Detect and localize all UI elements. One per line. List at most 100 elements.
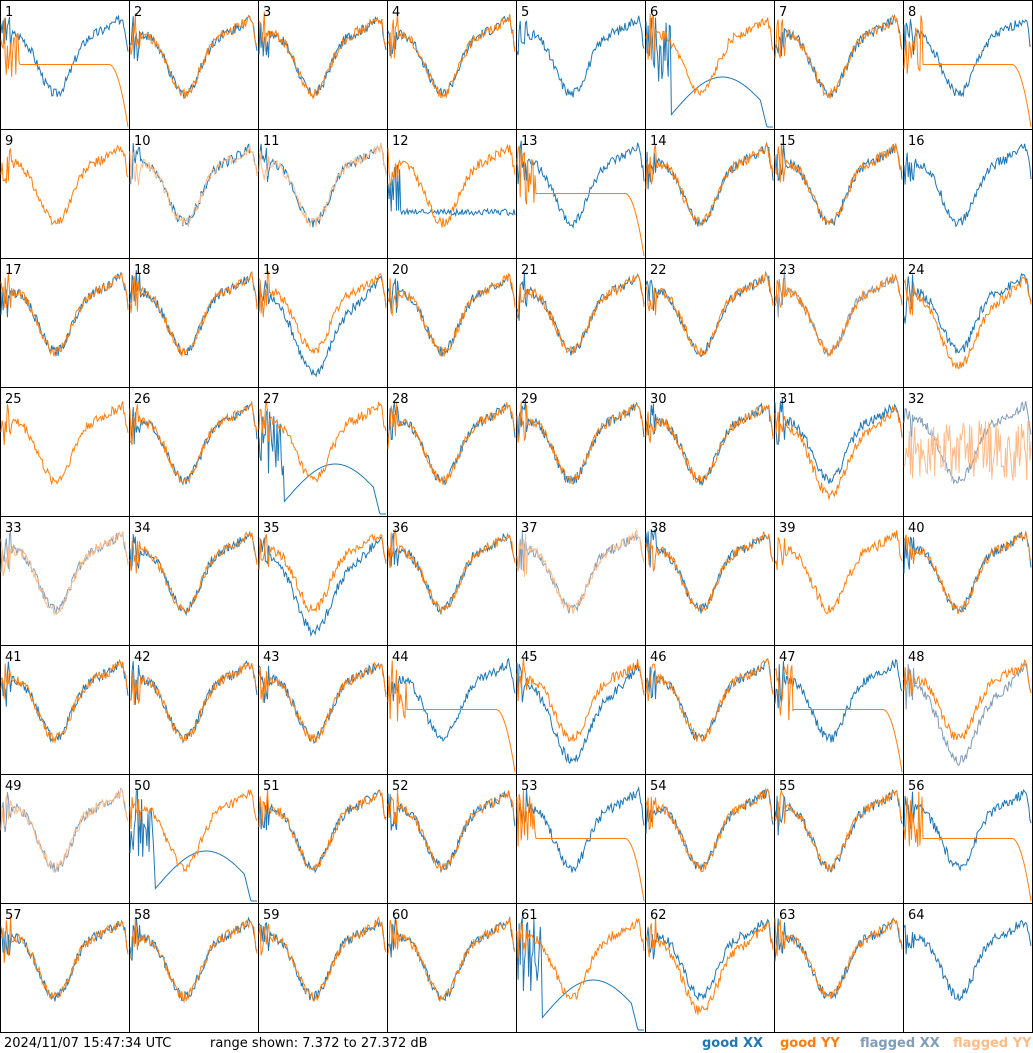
series-yy-line <box>645 272 774 357</box>
series-yy-line <box>0 916 129 1000</box>
series-yy-line <box>903 791 1032 902</box>
panel-frame <box>387 129 517 259</box>
panel-label: 51 <box>263 779 280 794</box>
panel-frame <box>258 516 388 646</box>
series-yy-line <box>516 273 645 355</box>
panel-label: 31 <box>779 392 796 407</box>
series-xx-line <box>258 408 386 515</box>
series-yy-line <box>387 402 516 486</box>
panel-label: 35 <box>263 521 280 536</box>
panel-frame <box>903 516 1033 646</box>
series-yy-line <box>129 918 258 1004</box>
panel-label: 30 <box>650 392 667 407</box>
series-yy-line <box>774 917 903 1000</box>
panel-label: 26 <box>134 392 151 407</box>
series-xx-line <box>903 272 1032 354</box>
panel-label: 3 <box>263 5 271 20</box>
series-yy-line <box>387 273 516 357</box>
panel-label: 23 <box>779 263 796 278</box>
panel-label: 12 <box>392 134 409 149</box>
series-yy-line <box>903 420 1032 482</box>
panel-label: 41 <box>5 650 22 665</box>
panel-label: 13 <box>521 134 538 149</box>
panel-label: 15 <box>779 134 796 149</box>
series-xx-line <box>903 19 1032 98</box>
series-yy-line <box>129 531 258 614</box>
antenna-panel: 46 <box>645 645 775 775</box>
antenna-panel: 58 <box>129 903 259 1033</box>
series-yy-line <box>258 661 387 743</box>
panel-label: 6 <box>650 5 658 20</box>
panel-frame <box>387 903 517 1033</box>
panel-label: 50 <box>134 779 151 794</box>
antenna-panel: 27 <box>258 387 388 517</box>
panel-frame <box>645 0 775 130</box>
series-xx-line <box>258 16 387 98</box>
panel-label: 39 <box>779 521 796 536</box>
panel-frame <box>0 129 130 259</box>
series-xx-line <box>387 657 516 742</box>
series-xx-line <box>258 920 387 1001</box>
series-yy-line <box>129 401 258 484</box>
series-yy-line <box>0 18 129 128</box>
series-yy-line <box>258 11 387 100</box>
panel-frame <box>387 258 517 388</box>
panel-label: 16 <box>908 134 925 149</box>
legend-flagged-yy-pol: YY <box>1012 1036 1032 1051</box>
antenna-panel: 63 <box>774 903 904 1033</box>
series-yy-line <box>258 271 387 354</box>
antenna-panel: 64 <box>903 903 1033 1033</box>
series-yy-line <box>903 658 1032 741</box>
panel-label: 19 <box>263 263 280 278</box>
antenna-panel: 9 <box>0 129 130 259</box>
panel-label: 28 <box>392 392 409 407</box>
series-yy-line <box>645 143 774 227</box>
antenna-panel: 21 <box>516 258 646 388</box>
panel-frame <box>903 645 1033 775</box>
panel-label: 27 <box>263 392 280 407</box>
antenna-panel: 61 <box>516 903 646 1033</box>
series-yy-line <box>0 788 129 873</box>
panel-frame <box>129 774 259 904</box>
panel-label: 33 <box>5 521 22 536</box>
antenna-panel: 49 <box>0 774 130 904</box>
panel-label: 4 <box>392 5 400 20</box>
panel-label: 63 <box>779 908 796 923</box>
panel-frame <box>0 645 130 775</box>
series-yy-line <box>258 143 387 228</box>
legend-good-yy-word: good <box>780 1036 817 1051</box>
antenna-panel: 18 <box>129 258 259 388</box>
panel-label: 14 <box>650 134 667 149</box>
panel-frame <box>774 903 904 1033</box>
series-yy-line <box>387 917 516 1002</box>
antenna-panel: 16 <box>903 129 1033 259</box>
antenna-panel: 33 <box>0 516 130 646</box>
panel-frame <box>129 387 259 517</box>
legend-good-xx: good XX <box>702 1034 763 1053</box>
panel-label: 55 <box>779 779 796 794</box>
panel-label: 8 <box>908 5 916 20</box>
series-yy-line <box>645 13 774 97</box>
panel-label: 36 <box>392 521 409 536</box>
antenna-panel: 12 <box>387 129 517 259</box>
panel-label: 44 <box>392 650 409 665</box>
series-yy-line <box>774 405 903 500</box>
panel-frame <box>258 774 388 904</box>
legend-flagged-xx: flagged XX <box>860 1034 940 1053</box>
antenna-panel: 13 <box>516 129 646 259</box>
panel-frame <box>0 903 130 1033</box>
panel-label: 38 <box>650 521 667 536</box>
panel-label: 60 <box>392 908 409 923</box>
series-yy-line <box>0 658 129 744</box>
panel-label: 2 <box>134 5 142 20</box>
panel-frame <box>645 516 775 646</box>
panel-label: 10 <box>134 134 151 149</box>
series-yy-line <box>516 917 645 1001</box>
panel-label: 18 <box>134 263 151 278</box>
series-yy-line <box>0 144 129 226</box>
antenna-panel: 11 <box>258 129 388 259</box>
series-yy-line <box>903 531 1032 615</box>
series-yy-line <box>516 658 645 743</box>
antenna-panel: 14 <box>645 129 775 259</box>
panel-label: 46 <box>650 650 667 665</box>
